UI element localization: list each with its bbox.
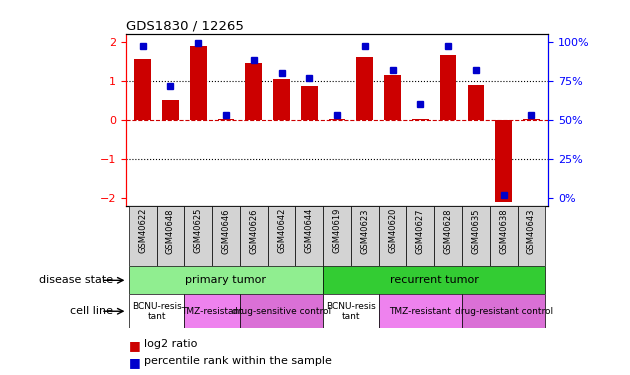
Bar xyxy=(240,294,323,328)
Bar xyxy=(190,45,207,120)
Text: GSM40644: GSM40644 xyxy=(305,208,314,254)
Text: GSM40625: GSM40625 xyxy=(193,208,203,254)
Text: BCNU-resis
tant: BCNU-resis tant xyxy=(132,302,181,321)
Text: ■: ■ xyxy=(129,356,141,369)
Bar xyxy=(301,86,318,120)
Text: GSM40643: GSM40643 xyxy=(527,208,536,254)
Bar xyxy=(217,119,234,120)
Bar xyxy=(156,206,185,266)
Bar xyxy=(351,206,379,266)
Bar xyxy=(379,294,462,328)
Bar xyxy=(462,206,490,266)
Text: GSM40627: GSM40627 xyxy=(416,208,425,254)
Bar xyxy=(490,206,518,266)
Text: TMZ-resistant: TMZ-resistant xyxy=(181,307,243,316)
Text: GSM40622: GSM40622 xyxy=(138,208,147,254)
Bar xyxy=(134,59,151,120)
Text: drug-resistant control: drug-resistant control xyxy=(455,307,553,316)
Bar xyxy=(523,119,540,120)
Bar xyxy=(246,63,262,120)
Bar xyxy=(406,206,434,266)
Bar xyxy=(240,206,268,266)
Text: GSM40638: GSM40638 xyxy=(499,208,508,254)
Bar xyxy=(323,266,546,294)
Bar xyxy=(129,294,185,328)
Text: GDS1830 / 12265: GDS1830 / 12265 xyxy=(126,20,244,33)
Text: percentile rank within the sample: percentile rank within the sample xyxy=(144,356,331,366)
Text: disease state: disease state xyxy=(39,275,113,285)
Bar xyxy=(185,206,212,266)
Text: GSM40642: GSM40642 xyxy=(277,208,286,254)
Text: TMZ-resistant: TMZ-resistant xyxy=(389,307,451,316)
Bar xyxy=(495,120,512,202)
Bar xyxy=(384,75,401,120)
Bar xyxy=(268,206,295,266)
Text: recurrent tumor: recurrent tumor xyxy=(390,275,479,285)
Text: GSM40626: GSM40626 xyxy=(249,208,258,254)
Text: drug-sensitive control: drug-sensitive control xyxy=(232,307,331,316)
Bar xyxy=(162,100,179,120)
Bar xyxy=(323,206,351,266)
Text: GSM40646: GSM40646 xyxy=(222,208,231,254)
Bar xyxy=(434,206,462,266)
Bar xyxy=(185,294,240,328)
Bar xyxy=(357,57,373,120)
Text: GSM40623: GSM40623 xyxy=(360,208,369,254)
Bar xyxy=(379,206,406,266)
Bar xyxy=(129,206,156,266)
Text: GSM40619: GSM40619 xyxy=(333,208,341,254)
Text: GSM40628: GSM40628 xyxy=(444,208,452,254)
Text: primary tumor: primary tumor xyxy=(185,275,266,285)
Text: GSM40648: GSM40648 xyxy=(166,208,175,254)
Bar xyxy=(440,56,457,120)
Text: BCNU-resis
tant: BCNU-resis tant xyxy=(326,302,376,321)
Bar xyxy=(129,266,323,294)
Bar xyxy=(412,119,428,120)
Bar xyxy=(212,206,240,266)
Text: ■: ■ xyxy=(129,339,141,352)
Bar xyxy=(329,119,345,120)
Text: GSM40635: GSM40635 xyxy=(471,208,481,254)
Text: cell line: cell line xyxy=(71,306,113,316)
Bar xyxy=(295,206,323,266)
Text: log2 ratio: log2 ratio xyxy=(144,339,197,350)
Bar xyxy=(467,85,484,120)
Bar xyxy=(518,206,546,266)
Bar xyxy=(323,294,379,328)
Bar xyxy=(273,79,290,120)
Bar xyxy=(462,294,546,328)
Text: GSM40620: GSM40620 xyxy=(388,208,397,254)
